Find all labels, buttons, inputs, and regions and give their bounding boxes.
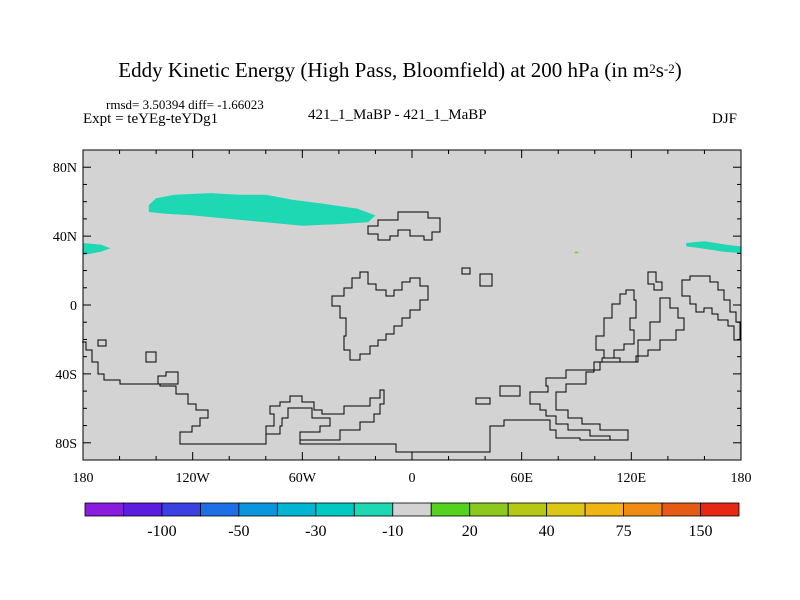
colorbar-box [392,502,432,517]
anomaly-region-3 [574,251,579,254]
colorbar-label: 20 [462,523,478,540]
x-tick-label: 60W [289,471,317,486]
x-tick-label: 60E [510,471,533,486]
colorbar-label: -10 [382,523,403,540]
colorbar-box [430,502,471,517]
colorbar: -100 -50 -30 -10 20 40 75 150 [84,502,740,540]
colorbar-box [507,502,548,517]
colorbar-label: 75 [616,523,632,540]
axis-tick-labels: 180 120W 60W 0 60E 120E 180 80N 40N 0 40S 80S [53,161,752,486]
colorbar-label: -100 [147,523,176,540]
colorbar-label: -30 [305,523,326,540]
anomaly-region-2 [686,241,741,254]
colorbar-box [84,502,124,517]
x-tick-label: 120E [617,471,647,486]
colorbar-box [161,502,201,517]
coastline-outlines [82,211,741,453]
y-tick-label: 40S [55,368,77,383]
stats-label: rmsd= 3.50394 diff= -1.66023 [106,97,264,112]
colorbar-box [315,502,355,517]
colorbar-box [546,502,586,517]
y-tick-label: 0 [70,299,77,314]
run-label: 421_1_MaBP - 421_1_MaBP [308,107,487,123]
x-tick-label: 0 [409,471,416,486]
y-tick-label: 80S [55,437,77,452]
anomaly-region-0 [148,193,376,226]
chart-title: Eddy Kinetic Energy (High Pass, Bloomfie… [118,58,682,82]
anomaly-regions [83,193,741,256]
x-tick-label: 180 [731,471,752,486]
colorbar-box [469,502,509,517]
colorbar-box [123,502,163,517]
colorbar-box [276,502,317,517]
anomaly-region-1 [83,243,111,256]
colorbar-label: 150 [689,523,713,540]
colorbar-box [238,502,278,517]
axis-ticks [82,149,742,461]
x-tick-label: 120W [176,471,211,486]
colorbar-label: -50 [228,523,249,540]
y-tick-label: 40N [53,230,77,245]
experiment-label: Expt = teYEg-teYDg1 [83,111,219,127]
colorbar-box [584,502,624,517]
colorbar-box [623,502,663,517]
colorbar-box [200,502,240,517]
colorbar-label: 40 [539,523,555,540]
colorbar-box [353,502,394,517]
y-tick-label: 80N [53,161,77,176]
x-tick-label: 180 [73,471,94,486]
colorbar-box [661,502,701,517]
season-label: DJF [712,111,738,127]
colorbar-box [700,502,740,517]
